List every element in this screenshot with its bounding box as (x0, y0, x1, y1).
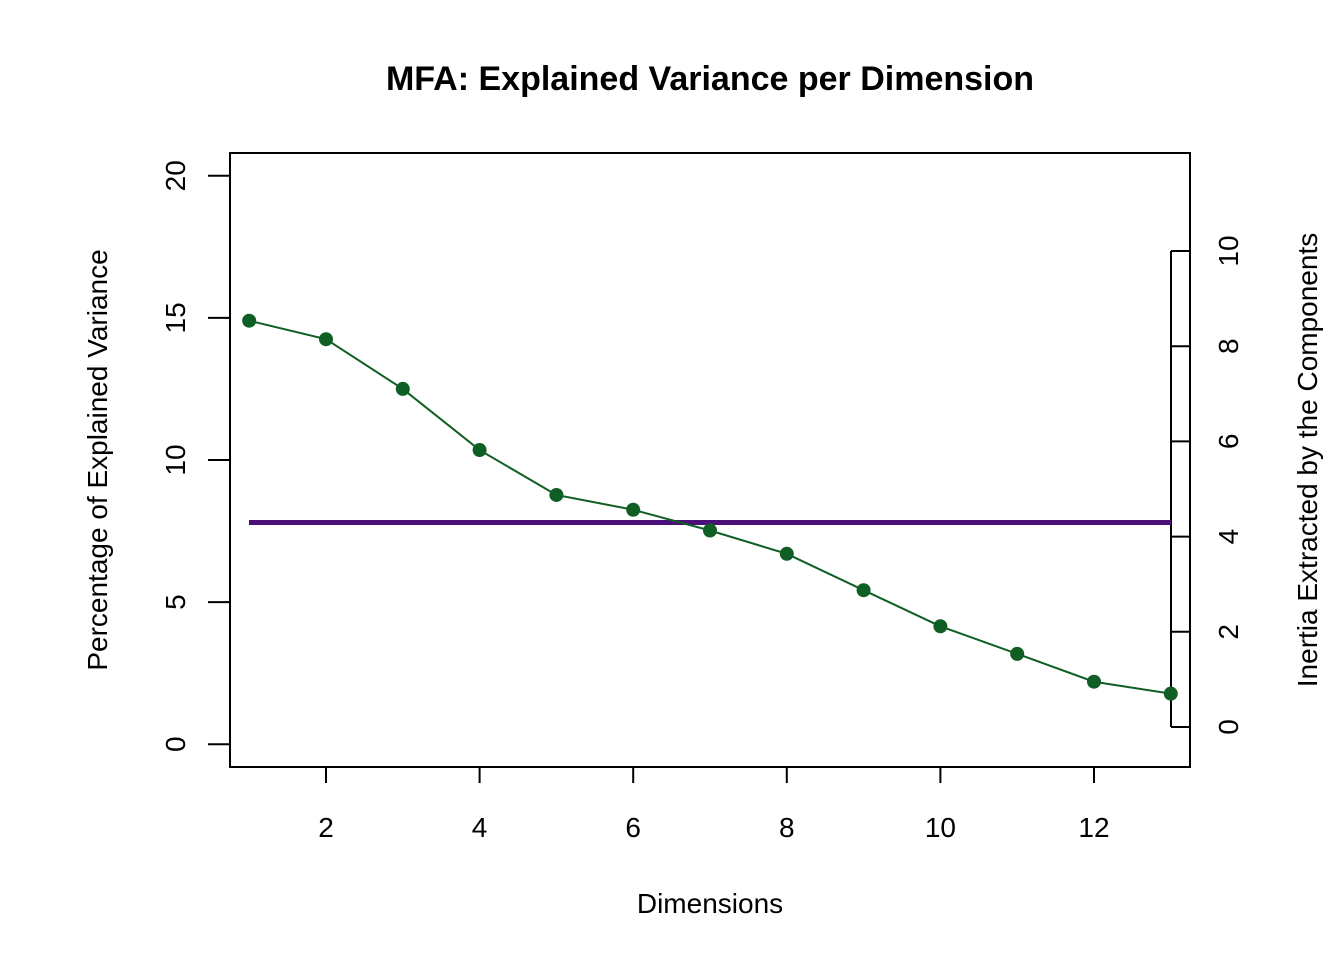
chart-title: MFA: Explained Variance per Dimension (386, 60, 1034, 98)
data-point (856, 583, 871, 598)
x-tick-label: 6 (625, 812, 641, 843)
y-tick-label: 0 (160, 736, 191, 752)
series-layer (242, 313, 1178, 701)
data-point (395, 381, 410, 396)
secondary-y-tick-label: 2 (1213, 624, 1244, 640)
x-axis-label: Dimensions (637, 888, 783, 919)
x-tick-label: 2 (318, 812, 334, 843)
data-point (1010, 646, 1025, 661)
y-tick-label: 10 (160, 444, 191, 475)
data-point (472, 443, 487, 458)
secondary-y-tick-label: 8 (1213, 338, 1244, 354)
data-point (933, 619, 948, 634)
plot-frame (229, 152, 1191, 768)
secondary-y-tick-label: 10 (1213, 235, 1244, 266)
data-point (319, 332, 333, 347)
data-point (703, 523, 717, 538)
secondary-y-tick-label: 6 (1213, 434, 1244, 450)
data-point (626, 502, 641, 517)
data-point (1163, 686, 1178, 701)
data-point (242, 313, 257, 328)
data-point (1087, 674, 1101, 689)
x-tick-label: 4 (472, 812, 488, 843)
data-point (779, 546, 794, 561)
secondary-y-tick-label: 4 (1213, 529, 1244, 545)
x-tick-label: 10 (925, 812, 956, 843)
x-axis: 2 4 6 8 10 12 (318, 767, 1110, 843)
secondary-y-axis: 0 2 4 6 8 10 (1170, 235, 1244, 735)
x-tick-label: 12 (1078, 812, 1109, 843)
y-tick-label: 5 (160, 594, 191, 610)
data-point (549, 487, 564, 502)
x-tick-label: 8 (779, 812, 795, 843)
secondary-y-tick-label: 0 (1213, 719, 1244, 735)
y-tick-label: 15 (160, 302, 191, 333)
y-axis-label: Percentage of Explained Variance (82, 249, 113, 670)
y-axis: 0 5 10 15 20 (160, 160, 230, 752)
series-line (248, 319, 1171, 695)
secondary-y-axis-label: Inertia Extracted by the Components (1292, 233, 1323, 687)
y-tick-label: 20 (160, 160, 191, 191)
